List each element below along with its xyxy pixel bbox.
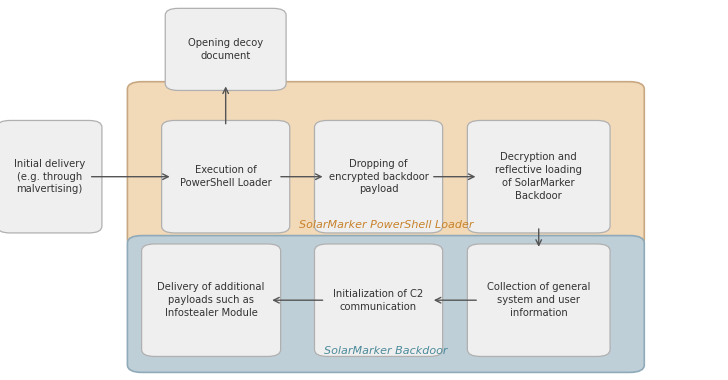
Text: Initialization of C2
communication: Initialization of C2 communication [333, 289, 424, 312]
Text: Execution of
PowerShell Loader: Execution of PowerShell Loader [180, 165, 272, 188]
Text: Collection of general
system and user
information: Collection of general system and user in… [487, 282, 590, 318]
Text: SolarMarker Backdoor: SolarMarker Backdoor [324, 347, 448, 356]
FancyBboxPatch shape [165, 8, 286, 90]
FancyBboxPatch shape [467, 120, 610, 233]
Text: SolarMarker PowerShell Loader: SolarMarker PowerShell Loader [298, 220, 473, 230]
FancyBboxPatch shape [162, 120, 290, 233]
Text: Opening decoy
document: Opening decoy document [188, 38, 264, 61]
FancyBboxPatch shape [314, 244, 443, 356]
FancyBboxPatch shape [467, 244, 610, 356]
Text: Dropping of
encrypted backdoor
payload: Dropping of encrypted backdoor payload [328, 159, 429, 195]
Text: Initial delivery
(e.g. through
malvertising): Initial delivery (e.g. through malvertis… [14, 159, 85, 195]
Text: Delivery of additional
payloads such as
Infostealer Module: Delivery of additional payloads such as … [157, 282, 265, 318]
FancyBboxPatch shape [127, 82, 644, 247]
FancyBboxPatch shape [0, 120, 102, 233]
FancyBboxPatch shape [127, 236, 644, 372]
FancyBboxPatch shape [141, 244, 280, 356]
Text: Decryption and
reflective loading
of SolarMarker
Backdoor: Decryption and reflective loading of Sol… [495, 152, 582, 201]
FancyBboxPatch shape [314, 120, 443, 233]
